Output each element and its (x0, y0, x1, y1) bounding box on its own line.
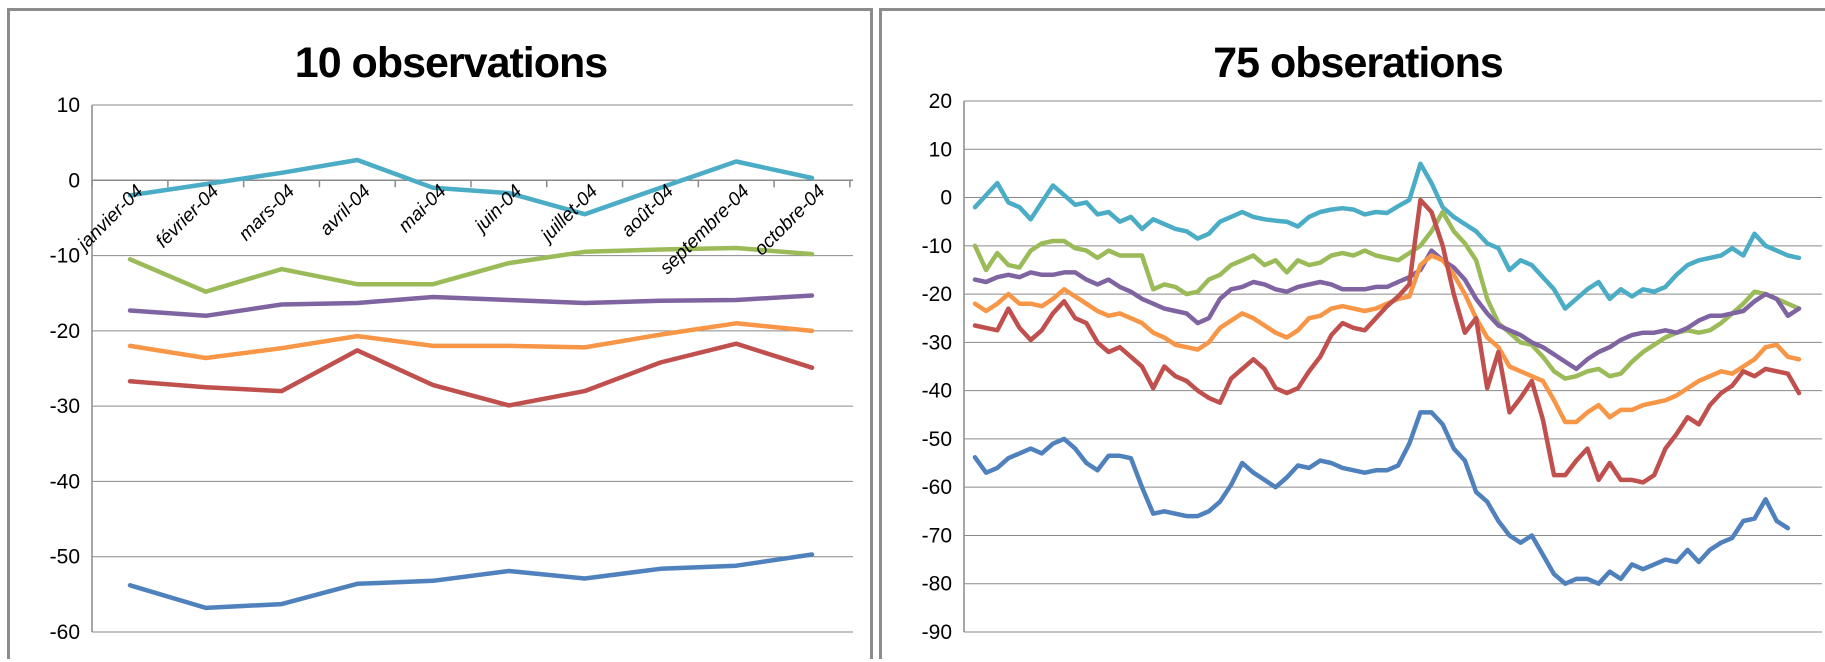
x-category-label: juillet-04 (535, 181, 602, 248)
line-chart-10-observations: 10 observations 10 0 -10 -20 -30 -40 -50 -60 ja… (50, 39, 853, 644)
series-line-4 (972, 253, 1802, 425)
series-line-6 (972, 410, 1791, 586)
y-tick-label: -10 (50, 245, 80, 268)
series-line-4 (127, 321, 815, 361)
series-line-3 (127, 293, 815, 319)
y-tick-label: 20 (929, 90, 952, 113)
y-tick-label: -40 (922, 380, 952, 403)
y-tick-label: -20 (922, 283, 952, 306)
series-line-5 (972, 197, 1802, 485)
series-line-1 (127, 157, 815, 217)
y-tick-label: -50 (922, 428, 952, 451)
chart-panel-10-observations: 10 observations 10 0 -10 -20 -30 -40 -50 -60 ja… (7, 8, 873, 659)
y-tick-label: 10 (929, 138, 952, 161)
y-tick-label: -70 (922, 524, 952, 547)
y-tick-label: -50 (50, 546, 80, 569)
series-line-3 (972, 248, 1802, 372)
y-tick-label: 0 (940, 187, 952, 210)
y-tick-label: 10 (57, 94, 80, 117)
y-tick-label: -60 (922, 476, 952, 499)
y-tick-label: -30 (922, 331, 952, 354)
series-line-5 (127, 341, 815, 408)
y-tick-label: -80 (922, 573, 952, 596)
y-tick-label: -20 (50, 320, 80, 343)
series-line-1 (972, 161, 1802, 311)
x-category-label: janvier-04 (72, 181, 148, 257)
series-line-2 (127, 245, 815, 294)
x-category-label: mai-04 (395, 181, 451, 237)
series-line-2 (972, 209, 1802, 381)
chart-title-10-observations: 10 observations (295, 39, 607, 87)
line-chart-75-observations: 75 obserations 20 10 0 -10 -20 -30 -40 -50 -60 -7… (922, 39, 1822, 644)
y-tick-label: -60 (50, 621, 80, 644)
y-tick-label: -30 (50, 395, 80, 418)
x-category-label: avril-04 (316, 181, 375, 240)
y-tick-label: -90 (922, 621, 952, 644)
chart-title-75-observations: 75 obserations (1213, 39, 1503, 87)
series-line-6 (127, 552, 815, 611)
y-tick-label: 0 (68, 169, 80, 192)
y-tick-label: -40 (50, 470, 80, 493)
y-tick-label: -10 (922, 235, 952, 258)
x-category-label: octobre-04 (750, 181, 829, 260)
x-category-label: mars-04 (235, 181, 299, 245)
chart-panel-75-observations: 75 obserations 20 10 0 -10 -20 -30 -40 -50 -60 -7… (879, 8, 1825, 659)
